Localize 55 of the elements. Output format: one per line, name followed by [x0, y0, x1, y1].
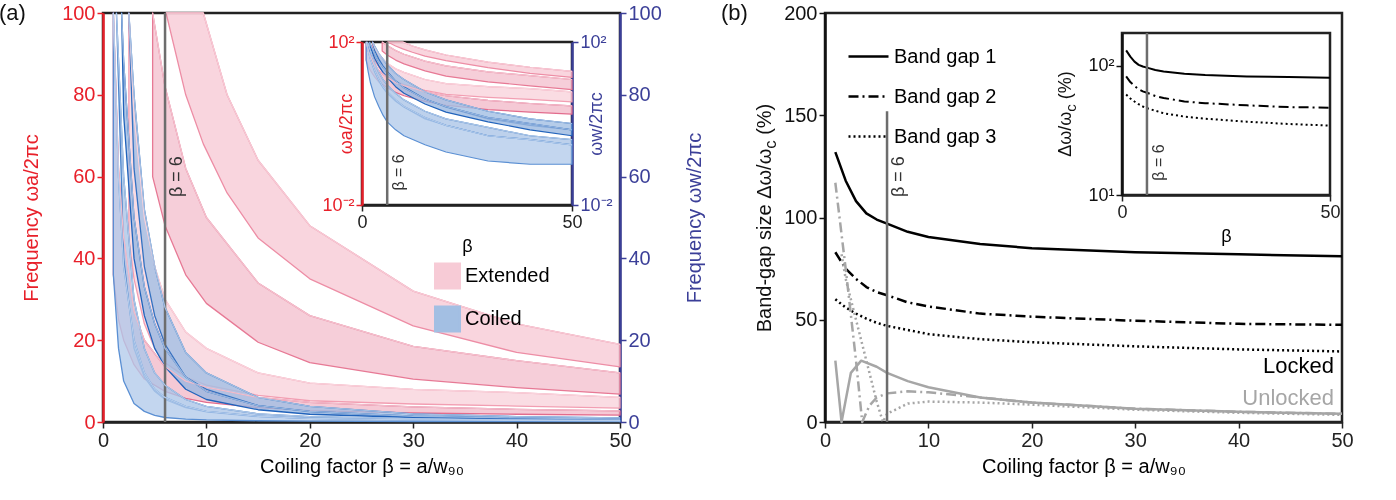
x-tick-label: 0	[819, 428, 832, 451]
y-tick-label: 0	[806, 410, 818, 433]
x-axis-title: β	[462, 235, 473, 256]
y-tick-label: 0	[84, 410, 96, 433]
x-tick-label: 0	[97, 428, 110, 451]
y-tick-label: 80	[73, 83, 96, 106]
x-tick-label: 10	[195, 428, 219, 451]
y-tick-label: 10¹	[1088, 184, 1115, 205]
y2-tick-label: 100	[628, 1, 662, 24]
y2-tick-label: 20	[628, 328, 651, 351]
x-tick-label: 0	[357, 211, 368, 232]
y-tick-label: 100	[784, 206, 818, 228]
y-tick-label: 40	[73, 246, 96, 269]
chart-title: (a)	[0, 0, 26, 25]
ref-line-label: β = 6	[1149, 144, 1167, 181]
y2-tick-label: 10²	[580, 31, 607, 52]
y-tick-label: 20	[73, 328, 96, 351]
chart-title: (b)	[721, 0, 748, 25]
y-tick-label: 150	[784, 103, 818, 126]
x-tick-label: 50	[1331, 428, 1354, 451]
x-tick-label: 10	[917, 428, 941, 451]
x-tick-label: 0	[1117, 201, 1128, 222]
y-axis-title: Frequency ωa/2πc	[19, 133, 43, 302]
x-tick-label: 30	[1124, 428, 1147, 451]
y-tick-label: 100	[62, 1, 96, 24]
y2-tick-label: 80	[628, 83, 651, 106]
x-tick-label: 40	[1227, 428, 1251, 451]
y2-tick-label: 40	[628, 246, 651, 269]
x-tick-label: 50	[562, 211, 583, 232]
annotation: Locked	[1263, 353, 1334, 378]
x-axis-title: Coiling factor β = a/w₉₀	[260, 454, 464, 477]
x-tick-label: 30	[402, 428, 425, 451]
ref-line-label: β = 6	[166, 156, 187, 198]
y-tick-label: 200	[784, 1, 818, 24]
x-tick-label: 40	[505, 428, 529, 451]
y2-tick-label: 10⁻²	[580, 194, 613, 215]
legend-label: Band gap 2	[894, 84, 997, 107]
y-tick-label: 60	[73, 165, 96, 188]
y2-tick-label: 60	[628, 165, 651, 188]
annotation: Unlocked	[1242, 385, 1334, 410]
legend-label: Band gap 1	[894, 44, 997, 67]
x-axis-title: Coiling factor β = a/w₉₀	[982, 454, 1186, 477]
x-tick-label: 20	[299, 428, 322, 451]
y-axis-title: ωa/2πc	[335, 93, 357, 154]
legend-label: Extended	[465, 263, 550, 286]
y2-axis-title: ωw/2πc	[585, 91, 607, 156]
legend-label: Band gap 3	[894, 124, 997, 147]
ref-line-label: β = 6	[390, 154, 408, 191]
legend-label: Coiled	[465, 306, 522, 329]
y-tick-label: 50	[795, 308, 818, 331]
x-tick-label: 20	[1021, 428, 1044, 451]
y2-axis-title: Frequency ωw/2πc	[682, 132, 706, 303]
ref-line-label: β = 6	[888, 156, 909, 198]
x-axis-title: β	[1221, 225, 1232, 246]
x-tick-label: 50	[1320, 201, 1341, 222]
